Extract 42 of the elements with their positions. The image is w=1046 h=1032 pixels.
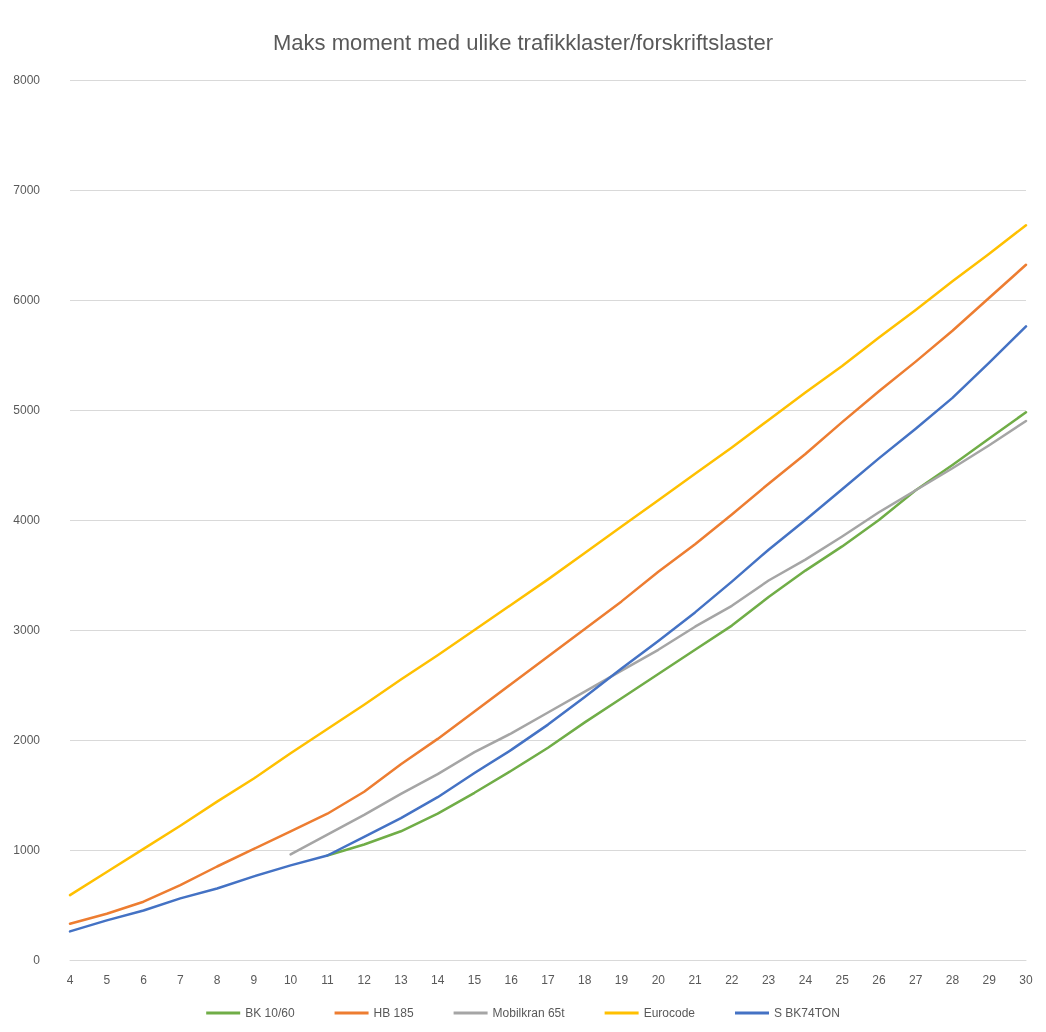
x-tick-label: 7 xyxy=(176,973,184,987)
y-tick-label: 6000 xyxy=(13,293,41,307)
y-tick-label: 7000 xyxy=(13,183,41,197)
legend-label: Mobilkran 65t xyxy=(492,1006,566,1020)
x-tick-label: 17 xyxy=(541,973,555,987)
x-tick-label: 27 xyxy=(909,973,923,987)
x-tick-label: 21 xyxy=(688,973,703,987)
legend-label: BK 10/60 xyxy=(245,1006,295,1020)
x-tick-label: 8 xyxy=(213,973,221,987)
y-tick-label: 4000 xyxy=(13,513,41,527)
x-tick-label: 19 xyxy=(614,973,629,987)
x-tick-label: 23 xyxy=(761,973,776,987)
y-tick-label: 2000 xyxy=(13,733,41,747)
legend-label: S BK74TON xyxy=(774,1006,840,1020)
legend-label: Eurocode xyxy=(643,1006,696,1020)
x-tick-label: 29 xyxy=(982,973,997,987)
legend-label: HB 185 xyxy=(373,1006,414,1020)
x-tick-label: 28 xyxy=(945,973,960,987)
x-tick-label: 13 xyxy=(394,973,408,987)
y-tick-label: 1000 xyxy=(13,843,41,857)
x-tick-label: 22 xyxy=(725,973,739,987)
x-tick-label: 30 xyxy=(1019,973,1033,987)
x-tick-label: 4 xyxy=(66,973,74,987)
chart-title: Maks moment med ulike trafikklaster/forskriftslaster xyxy=(272,29,774,55)
x-tick-label: 15 xyxy=(467,973,482,987)
x-tick-label: 20 xyxy=(651,973,666,987)
x-tick-label: 5 xyxy=(103,973,111,987)
y-tick-label: 3000 xyxy=(13,623,41,637)
x-tick-label: 10 xyxy=(283,973,298,987)
x-tick-label: 16 xyxy=(504,973,519,987)
x-tick-label: 18 xyxy=(578,973,592,987)
y-tick-label: 5000 xyxy=(13,403,41,417)
x-tick-label: 12 xyxy=(357,973,372,987)
x-tick-label: 6 xyxy=(140,973,148,987)
y-tick-label: 8000 xyxy=(13,73,41,87)
x-tick-label: 14 xyxy=(431,973,445,987)
x-tick-label: 24 xyxy=(798,973,813,987)
x-tick-label: 11 xyxy=(321,973,334,987)
y-tick-label: 0 xyxy=(33,953,41,967)
x-tick-label: 9 xyxy=(250,973,258,987)
x-tick-label: 25 xyxy=(835,973,850,987)
x-tick-label: 26 xyxy=(872,973,886,987)
